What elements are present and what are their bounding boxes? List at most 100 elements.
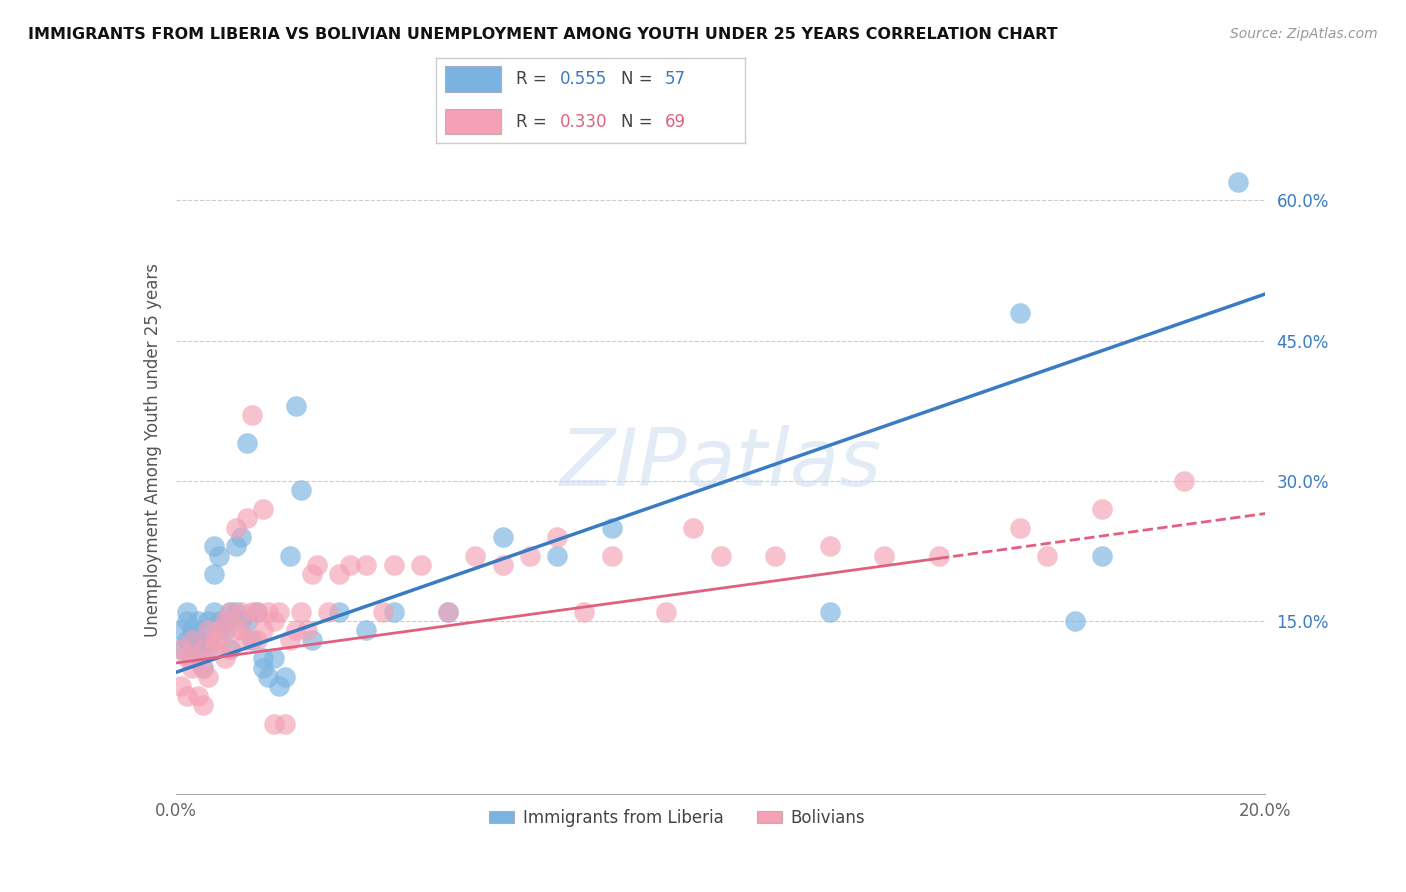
Point — [1173, 474, 1195, 488]
Point — [181, 661, 204, 675]
Point — [176, 632, 198, 647]
Point — [763, 549, 786, 563]
Point — [197, 624, 219, 638]
Point — [176, 614, 198, 628]
Text: N =: N = — [621, 70, 658, 88]
Point — [231, 624, 253, 638]
Point — [928, 549, 950, 563]
Point — [197, 670, 219, 684]
Point — [437, 605, 460, 619]
Point — [231, 605, 253, 619]
Point — [519, 549, 541, 563]
Point — [191, 624, 214, 638]
Point — [186, 651, 209, 665]
Point — [263, 651, 285, 665]
Text: 0.330: 0.330 — [560, 112, 607, 130]
Point — [574, 605, 596, 619]
Point — [1010, 520, 1032, 534]
Text: IMMIGRANTS FROM LIBERIA VS BOLIVIAN UNEMPLOYMENT AMONG YOUTH UNDER 25 YEARS CORR: IMMIGRANTS FROM LIBERIA VS BOLIVIAN UNEM… — [28, 27, 1057, 42]
Point — [225, 624, 247, 638]
Point — [1036, 549, 1059, 563]
Point — [181, 651, 204, 665]
Point — [225, 605, 247, 619]
Point — [176, 605, 198, 619]
Point — [252, 651, 274, 665]
Point — [191, 642, 214, 657]
Point — [170, 624, 193, 638]
Point — [219, 605, 242, 619]
Point — [269, 680, 291, 694]
Point — [873, 549, 896, 563]
Point — [186, 689, 209, 703]
Point — [290, 605, 312, 619]
Point — [191, 698, 214, 712]
Point — [278, 632, 301, 647]
Point — [246, 632, 269, 647]
Point — [231, 530, 253, 544]
Point — [240, 409, 263, 423]
Point — [191, 642, 214, 657]
Point — [202, 642, 225, 657]
Point — [278, 549, 301, 563]
Point — [186, 632, 209, 647]
Point — [235, 511, 257, 525]
Point — [208, 549, 231, 563]
Point — [170, 642, 193, 657]
Point — [235, 632, 257, 647]
Text: R =: R = — [516, 70, 553, 88]
Point — [191, 661, 214, 675]
Point — [464, 549, 486, 563]
Point — [710, 549, 733, 563]
Point — [818, 605, 841, 619]
Point — [1010, 305, 1032, 319]
Point — [176, 651, 198, 665]
Point — [818, 539, 841, 553]
Point — [655, 605, 678, 619]
Point — [214, 651, 236, 665]
Point — [202, 539, 225, 553]
Point — [214, 624, 236, 638]
Text: ZIPatlas: ZIPatlas — [560, 425, 882, 503]
Point — [356, 558, 378, 572]
Point — [191, 661, 214, 675]
Point — [257, 605, 280, 619]
Point — [1091, 549, 1114, 563]
Point — [546, 549, 568, 563]
Point — [231, 614, 253, 628]
Point — [202, 605, 225, 619]
Point — [274, 716, 297, 731]
Point — [235, 436, 257, 450]
Point — [284, 624, 307, 638]
Point — [339, 558, 361, 572]
Point — [246, 605, 269, 619]
Point — [170, 642, 193, 657]
Point — [225, 539, 247, 553]
Point — [219, 605, 242, 619]
Point — [176, 689, 198, 703]
Text: Source: ZipAtlas.com: Source: ZipAtlas.com — [1230, 27, 1378, 41]
Point — [546, 530, 568, 544]
Point — [252, 624, 274, 638]
Point — [307, 558, 329, 572]
Point — [181, 624, 204, 638]
Point — [682, 520, 704, 534]
Text: N =: N = — [621, 112, 658, 130]
Point — [318, 605, 340, 619]
Legend: Immigrants from Liberia, Bolivians: Immigrants from Liberia, Bolivians — [482, 802, 872, 834]
Point — [600, 520, 623, 534]
Point — [1091, 501, 1114, 516]
Point — [225, 520, 247, 534]
Point — [208, 624, 231, 638]
Point — [202, 567, 225, 582]
Point — [197, 632, 219, 647]
Point — [181, 632, 204, 647]
Point — [181, 632, 204, 647]
Point — [356, 624, 378, 638]
Text: 0.555: 0.555 — [560, 70, 607, 88]
Text: 69: 69 — [665, 112, 686, 130]
Point — [186, 642, 209, 657]
Point — [263, 614, 285, 628]
Point — [269, 605, 291, 619]
Point — [284, 399, 307, 413]
Point — [170, 680, 193, 694]
